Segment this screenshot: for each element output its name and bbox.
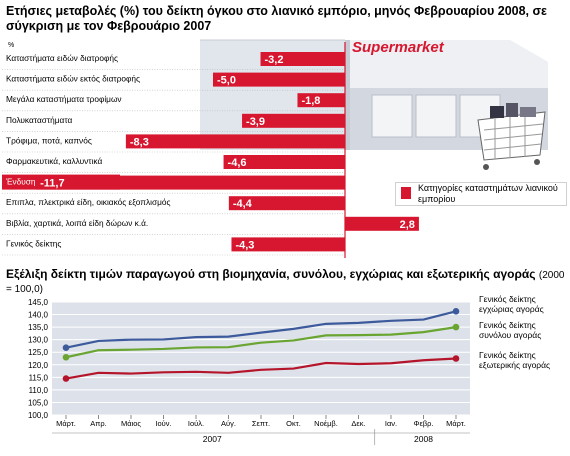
x-tick-label: Μάρτ. [446,419,466,428]
series-line [65,357,457,380]
shopping-cart-icon [477,103,546,170]
bar [223,155,345,169]
bar [242,113,345,128]
x-tick-label: Αύγ. [221,419,236,428]
series-label: Γενικός δείκτης εγχώριας αγοράς [479,294,544,314]
line-chart-title: Εξέλιξη δείκτη τιμών παραγωγού στη βιομη… [6,267,570,295]
bar-category-label: Φαρμακευτικά, καλλυντικά [6,156,102,166]
series-end-point [452,355,460,362]
bar-value-label: -5,0 [217,75,236,87]
y-tick-label: 130,0 [28,336,49,345]
bar-legend: Κατηγορίες καταστημάτων λιανικού εμπορίο… [395,182,567,206]
series-line [65,310,457,349]
bar-value-label: -3,9 [246,116,265,128]
y-tick-label: 125,0 [28,348,49,357]
bar [231,237,345,252]
legend-label: Κατηγορίες καταστημάτων λιανικού εμπορίο… [418,183,558,204]
bar [36,175,346,190]
bar-value-label: -4,6 [228,157,247,169]
line-chart-title-text: Εξέλιξη δείκτη τιμών παραγωγού στη βιομη… [6,267,536,281]
bar-category-label: Τρόφιμα, ποτά, καπνός [6,135,92,145]
y-tick-label: 140,0 [28,311,49,320]
bar [260,52,345,66]
series-line [65,326,457,359]
x-tick-label: Οκτ. [286,419,301,428]
bar-category-label: Γενικός δείκτης [6,238,61,248]
bar [345,216,419,231]
y-tick-label: 115,0 [29,373,49,382]
bar [125,134,345,149]
bar-chart-title: Ετήσιες μεταβολές (%) του δείκτη όγκου σ… [6,4,547,33]
bar-axis-unit: % [8,42,14,49]
series-start-point [62,375,70,382]
series-label: Γενικός δείκτης συνόλου αγοράς [479,320,541,340]
x-tick-label: Ιούν. [155,419,171,428]
bar-category-label: Πολυκαταστήματα [6,115,72,125]
series-start-point [62,344,70,352]
series-end-point [452,323,460,331]
bar [213,72,345,87]
bar-category-label: Καταστήματα ειδών διατροφής [6,53,118,63]
x-tick-label: Μάιος [121,419,141,428]
year-label: 2007 [203,434,222,444]
x-tick-label: Δεκ. [351,419,365,428]
y-tick-label: 100,0 [28,411,49,420]
bar-value-label: -3,2 [265,54,284,66]
bar-value-label: -4,4 [233,198,253,210]
x-tick-label: Ιαν. [385,419,397,428]
x-tick-label: Ιούλ. [188,419,204,428]
y-tick-label: 110,0 [29,386,49,395]
bar-value-label: -11,7 [40,178,64,190]
x-tick-label: Φεβρ. [414,419,434,428]
bar-value-label: -4,3 [235,239,254,251]
series-end-point [452,307,460,315]
legend-red-swatch [401,187,411,199]
y-tick-label: 145,0 [28,298,49,307]
bar-value-label: -8,3 [130,136,149,148]
supermarket-sign: Supermarket [352,39,445,56]
x-tick-label: Νοέμβ. [314,419,338,428]
x-tick-label: Απρ. [90,419,107,428]
y-tick-label: 120,0 [28,361,49,370]
bar-chart: Supermarket % Καταστήματα ειδών διατροφή… [2,39,548,258]
x-tick-label: Μάρτ. [56,419,76,428]
bar-category-label: Καταστήματα ειδών εκτός διατροφής [6,74,140,84]
plot-area [52,302,470,415]
bar [297,93,345,108]
year-label: 2008 [414,434,433,444]
series-label: Γενικός δείκτης εξωτερικής αγοράς [479,350,550,370]
x-tick-label: Σεπτ. [252,419,270,428]
bar-value-label: -1,8 [301,95,320,107]
line-chart-unit: (2000 = 100,0) [6,270,565,295]
bar [228,196,345,211]
bar-category-label: Επιπλα, πλεκτρικά είδη, οικιακός εξοπλισ… [6,197,170,207]
y-tick-label: 105,0 [28,398,49,407]
bar-value-label: 2,8 [400,219,415,231]
bar-category-label: Βιβλία, χαρτικά, λοιπά είδη δώρων κ.ά. [6,218,148,228]
y-tick-label: 135,0 [28,323,49,332]
series-start-point [62,353,70,361]
bar-category-label: Μεγάλα καταστήματα τροφίμων [6,94,122,104]
